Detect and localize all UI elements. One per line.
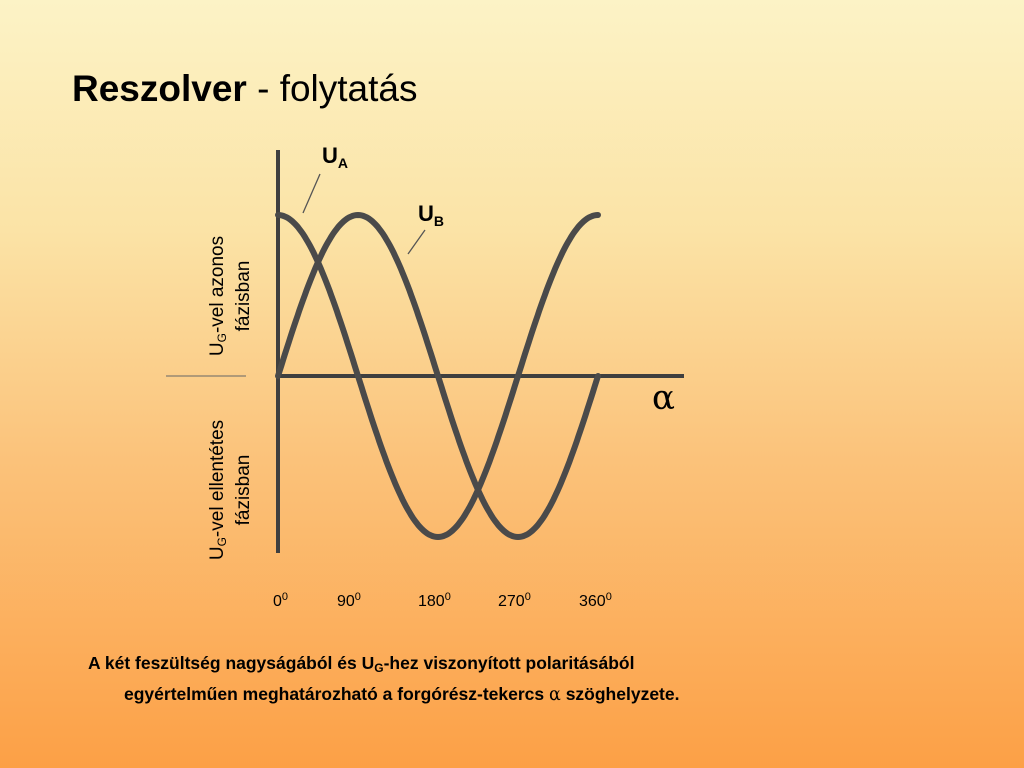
title-rest: - folytatás — [246, 68, 418, 109]
ua-label: UA — [322, 143, 349, 172]
tick-label-180: 1800 — [418, 591, 451, 610]
tick-label-90: 900 — [337, 591, 361, 610]
caption-text: A két feszültség nagyságából és UG-hez v… — [88, 653, 680, 705]
tick-label-360: 3600 — [579, 591, 612, 610]
lower-phase-label: UG-vel ellentétes fázisban — [207, 419, 254, 561]
upper-phase-label: UG-vel azonos fázisban — [207, 235, 254, 357]
tick-label-0: 00 — [273, 591, 289, 610]
curve-ub — [275, 211, 601, 541]
slide-title: Reszolver - folytatás — [72, 66, 418, 112]
title-bold: Reszolver — [72, 68, 247, 109]
curve-ua — [275, 212, 601, 541]
ub-label: UB — [418, 201, 445, 230]
ua-leader-line — [302, 173, 321, 214]
ub-leader-line — [407, 229, 426, 255]
alpha-axis-label: α — [652, 378, 675, 418]
tick-label-270: 2700 — [498, 591, 531, 610]
